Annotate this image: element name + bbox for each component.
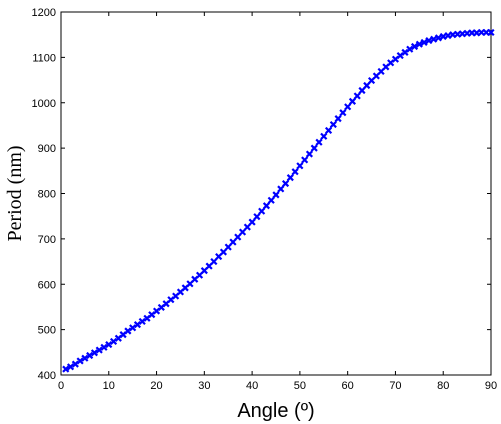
data-point <box>310 144 318 152</box>
data-point <box>420 38 428 46</box>
data-point <box>100 343 108 351</box>
data-point <box>81 354 89 362</box>
data-point <box>90 349 99 357</box>
y-tick-label: 500 <box>38 325 56 337</box>
axis-ticks <box>60 11 492 376</box>
data-point <box>210 257 218 266</box>
data-point <box>353 92 361 100</box>
data-point <box>124 327 132 335</box>
data-point <box>248 218 256 226</box>
tick-labels: 0 10 20 30 40 50 60 70 80 90 400 500 600 700 800 900 100… <box>32 7 498 392</box>
data-point <box>71 360 79 368</box>
y-tick-label: 400 <box>38 370 56 382</box>
data-point <box>358 86 366 95</box>
y-tick-label: 1200 <box>32 7 56 19</box>
data-point <box>430 35 438 43</box>
data-point <box>329 120 337 129</box>
x-tick-label: 40 <box>246 380 258 392</box>
data-point <box>339 109 347 117</box>
x-tick-label: 30 <box>198 380 210 392</box>
data-point <box>415 40 423 48</box>
data-point <box>267 196 275 204</box>
y-tick-label: 1100 <box>32 52 56 64</box>
data-point <box>344 103 352 111</box>
x-tick-label: 80 <box>437 380 449 392</box>
x-tick-label: 90 <box>485 380 497 392</box>
data-point <box>434 34 443 42</box>
data-point <box>86 351 94 360</box>
data-point <box>138 317 146 326</box>
data-series <box>62 28 495 373</box>
data-point <box>320 132 328 140</box>
data-point <box>301 156 309 164</box>
data-point <box>425 37 433 45</box>
y-tick-label: 1000 <box>32 98 56 110</box>
data-point <box>296 162 304 170</box>
x-tick-label: 60 <box>342 380 354 392</box>
data-point <box>277 185 285 193</box>
data-point <box>410 42 419 51</box>
data-point <box>224 243 232 251</box>
data-point <box>258 207 266 215</box>
x-tick-label: 10 <box>103 380 115 392</box>
data-point <box>305 150 314 158</box>
y-tick-label: 900 <box>38 143 56 155</box>
y-axis-label: Period (nm) <box>4 145 26 241</box>
data-point <box>281 179 290 188</box>
y-tick-label: 700 <box>38 234 56 246</box>
data-point <box>439 32 447 41</box>
data-point <box>66 363 75 371</box>
y-tick-label: 800 <box>38 189 56 201</box>
data-point <box>401 48 409 56</box>
data-point <box>62 365 70 373</box>
data-point <box>238 228 247 236</box>
data-point <box>291 168 299 176</box>
data-point <box>253 213 261 221</box>
data-point <box>348 97 357 105</box>
y-tick-label: 600 <box>38 279 56 291</box>
data-point <box>109 337 118 346</box>
data-point <box>286 174 294 182</box>
data-point <box>243 223 251 231</box>
data-point <box>262 202 271 210</box>
data-point <box>76 357 84 365</box>
data-point <box>105 341 113 349</box>
x-tick-label: 20 <box>150 380 162 392</box>
data-point <box>234 233 242 241</box>
data-point <box>396 51 404 60</box>
data-point <box>444 32 452 40</box>
data-point <box>315 138 323 146</box>
x-axis-label: Angle (º) <box>237 400 314 422</box>
x-tick-label: 50 <box>294 380 306 392</box>
data-point <box>95 346 103 354</box>
data-point <box>272 191 280 199</box>
data-point <box>334 115 342 123</box>
data-point <box>406 45 414 53</box>
x-tick-label: 0 <box>58 380 64 392</box>
data-point <box>219 248 228 256</box>
data-point <box>487 28 495 36</box>
data-point <box>324 126 333 135</box>
data-point <box>229 238 237 246</box>
data-point <box>363 81 371 90</box>
data-point <box>133 321 142 329</box>
x-tick-label: 70 <box>389 380 401 392</box>
data-point <box>129 324 137 332</box>
